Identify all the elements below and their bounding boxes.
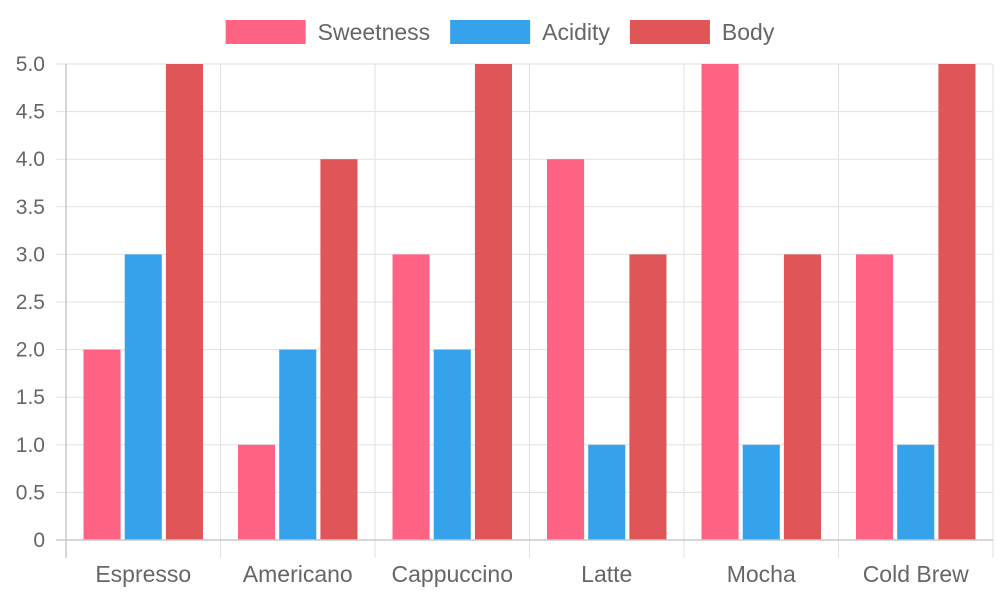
y-tick-label: 5.0 — [16, 53, 45, 76]
bar-body-cold-brew — [938, 64, 976, 540]
bar-body-mocha — [783, 254, 821, 540]
legend-label: Body — [722, 19, 775, 45]
x-tick-label: Americano — [243, 561, 353, 587]
bar-sweetness-cappuccino — [392, 254, 430, 540]
chart-axes — [56, 64, 993, 558]
chart-legend: Sweetness Acidity Body — [225, 19, 775, 45]
x-tick-label: Latte — [581, 561, 632, 587]
y-tick-label: 4.0 — [16, 148, 45, 171]
legend-swatch — [225, 20, 306, 44]
bar-body-cappuccino — [474, 64, 512, 540]
y-tick-label: 4.5 — [16, 101, 45, 124]
bar-body-americano — [320, 159, 358, 540]
bar-sweetness-latte — [547, 159, 585, 540]
y-tick-label: 3.5 — [16, 196, 45, 219]
y-tick-label: 0.5 — [16, 481, 45, 504]
bar-sweetness-cold-brew — [856, 254, 894, 540]
x-tick-label: Cappuccino — [392, 561, 513, 587]
chart-grid — [56, 63, 994, 558]
bar-sweetness-americano — [238, 444, 276, 540]
legend-swatch — [629, 20, 710, 44]
bar-body-espresso — [165, 64, 203, 540]
y-tick-label: 1.0 — [16, 434, 45, 457]
bar-body-latte — [629, 254, 667, 540]
y-tick-label: 1.5 — [16, 386, 45, 409]
y-tick-label: 2.5 — [16, 291, 45, 314]
bar-acidity-cappuccino — [433, 349, 471, 540]
bar-acidity-latte — [588, 444, 626, 540]
y-axis-ticks: 0 0.5 1.0 1.5 2.0 2.5 3.0 3.5 4.0 4.5 5.0 — [16, 53, 45, 552]
legend-label: Sweetness — [318, 19, 431, 45]
x-tick-label: Mocha — [727, 561, 796, 587]
legend-swatch — [450, 20, 531, 44]
bar-acidity-espresso — [124, 254, 162, 540]
bar-acidity-mocha — [742, 444, 780, 540]
chart-bars — [83, 64, 976, 540]
bar-acidity-americano — [279, 349, 317, 540]
x-tick-label: Cold Brew — [863, 561, 969, 587]
bar-sweetness-espresso — [83, 349, 121, 540]
y-tick-label: 2.0 — [16, 339, 45, 362]
bar-sweetness-mocha — [701, 64, 739, 540]
y-tick-label: 3.0 — [16, 243, 45, 266]
bar-acidity-cold-brew — [897, 444, 935, 540]
legend-label: Acidity — [542, 19, 610, 45]
y-tick-label: 0 — [33, 529, 45, 552]
x-tick-label: Espresso — [95, 561, 191, 587]
x-axis-ticks: Espresso Americano Cappuccino Latte Mocha Col… — [95, 561, 969, 587]
